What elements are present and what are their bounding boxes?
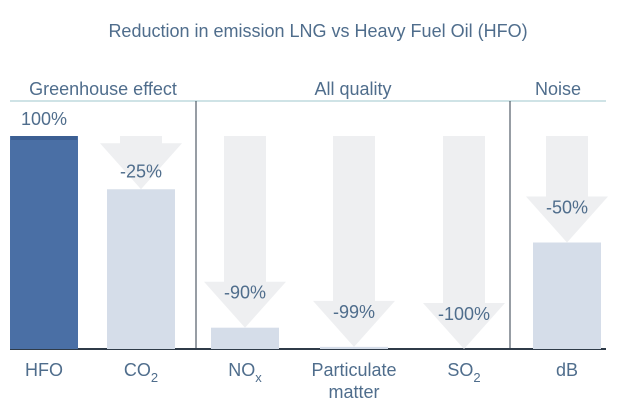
category-label: NOx (228, 360, 262, 385)
bar (107, 189, 175, 349)
reduction-arrow (526, 136, 608, 243)
group-label: All quality (314, 79, 391, 99)
reduction-arrow (100, 136, 182, 190)
bar (320, 346, 388, 349)
data-label: -90% (224, 283, 266, 303)
bar (533, 242, 601, 349)
category-label: CO2 (124, 360, 158, 385)
category-label-line2: matter (328, 382, 379, 402)
chart-title: Reduction in emission LNG vs Heavy Fuel … (108, 21, 527, 41)
group-label: Greenhouse effect (29, 79, 177, 99)
data-label: -25% (120, 161, 162, 181)
reduction-arrow (313, 136, 395, 347)
bar (211, 327, 279, 349)
category-label: dB (556, 360, 578, 380)
data-label: -99% (333, 302, 375, 322)
bar (10, 136, 78, 349)
reduction-arrow (204, 136, 286, 328)
reduction-arrow (423, 136, 505, 349)
category-label: HFO (25, 360, 63, 380)
data-label: -100% (438, 304, 490, 324)
category-label: SO2 (447, 360, 480, 385)
category-label: Particulate (311, 360, 396, 380)
bar-top-edge (11, 136, 77, 140)
data-label: -50% (546, 198, 588, 218)
data-label: 100% (21, 109, 67, 129)
group-label: Noise (535, 79, 581, 99)
